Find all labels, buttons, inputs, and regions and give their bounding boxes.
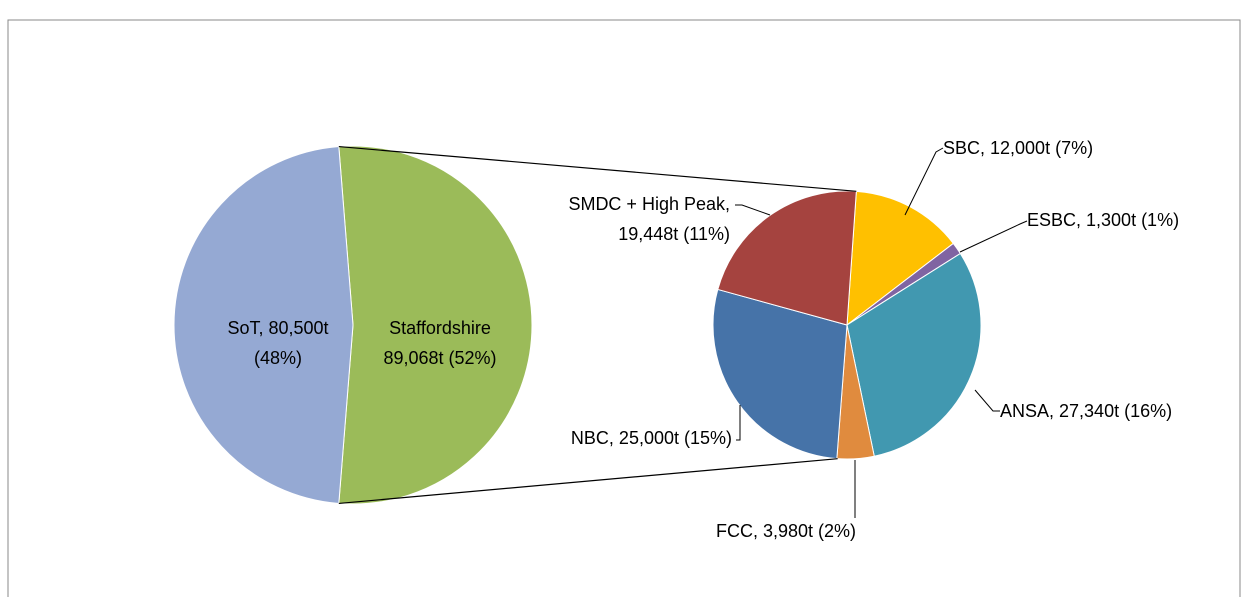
data-label-line: SBC, 12,000t (7%) <box>943 138 1093 158</box>
data-label-line: (48%) <box>254 348 302 368</box>
connector-line <box>338 145 857 192</box>
leader-line <box>735 204 771 216</box>
data-label-line: ESBC, 1,300t (1%) <box>1027 210 1179 230</box>
data-label-line: FCC, 3,980t (2%) <box>716 521 856 541</box>
pie-slice <box>173 146 354 504</box>
pie-slice <box>712 288 848 460</box>
data-label-line: ANSA, 27,340t (16%) <box>1000 401 1172 421</box>
data-label: ANSA, 27,340t (16%) <box>1000 401 1172 421</box>
pie-slice <box>846 190 955 327</box>
data-label-line: 89,068t (52%) <box>383 348 496 368</box>
data-label-line: Staffordshire <box>389 318 491 338</box>
data-label: NBC, 25,000t (15%) <box>571 428 732 448</box>
pie-slice <box>846 252 982 457</box>
data-label-line: NBC, 25,000t (15%) <box>571 428 732 448</box>
connector-line <box>338 458 838 505</box>
data-label: ESBC, 1,300t (1%) <box>1027 210 1179 230</box>
data-label: SBC, 12,000t (7%) <box>943 138 1093 158</box>
data-label: FCC, 3,980t (2%) <box>716 521 856 541</box>
data-label: Staffordshire 89,068t (52%) <box>383 318 496 368</box>
pie-slice <box>717 190 857 326</box>
pie-slice <box>338 145 533 505</box>
leader-line <box>974 389 1000 412</box>
data-label: SMDC + High Peak, 19,448t (11%) <box>568 194 730 244</box>
data-label-line: SMDC + High Peak, <box>568 194 730 214</box>
data-label-line: SoT, 80,500t <box>227 318 328 338</box>
data-label-line: 19,448t (11%) <box>618 224 730 244</box>
leader-line <box>736 405 741 441</box>
leader-line <box>959 220 1028 253</box>
data-label: SoT, 80,500t (48%) <box>227 318 328 368</box>
leader-line <box>904 147 944 216</box>
